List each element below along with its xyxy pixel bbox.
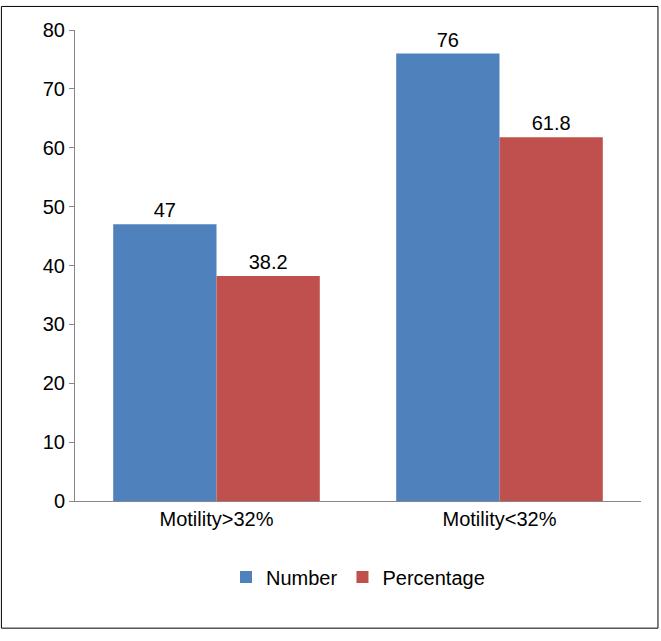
svg-text:38.2: 38.2	[249, 251, 288, 273]
svg-text:61.8: 61.8	[532, 112, 571, 134]
svg-text:0: 0	[54, 490, 65, 512]
svg-text:47: 47	[154, 199, 176, 221]
svg-text:20: 20	[43, 372, 65, 394]
svg-text:70: 70	[43, 78, 65, 100]
svg-text:Number: Number	[266, 567, 337, 589]
svg-text:50: 50	[43, 196, 65, 218]
svg-text:40: 40	[43, 255, 65, 277]
svg-text:30: 30	[43, 313, 65, 335]
svg-text:80: 80	[43, 19, 65, 41]
svg-text:Motility<32%: Motility<32%	[443, 508, 557, 530]
svg-text:76: 76	[437, 29, 459, 51]
svg-text:Motility>32%: Motility>32%	[160, 508, 274, 530]
svg-text:Percentage: Percentage	[382, 567, 484, 589]
svg-text:60: 60	[43, 137, 65, 159]
svg-text:10: 10	[43, 431, 65, 453]
